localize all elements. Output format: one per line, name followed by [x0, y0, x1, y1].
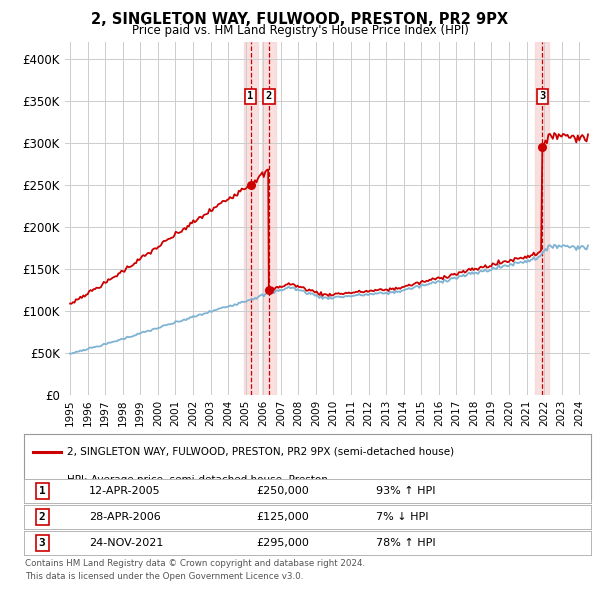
- Text: 2: 2: [39, 512, 46, 522]
- Text: 2: 2: [266, 91, 272, 101]
- Text: 2, SINGLETON WAY, FULWOOD, PRESTON, PR2 9PX: 2, SINGLETON WAY, FULWOOD, PRESTON, PR2 …: [91, 12, 509, 27]
- Text: £250,000: £250,000: [256, 486, 309, 496]
- Bar: [535, 42, 550, 395]
- Text: 3: 3: [539, 91, 545, 101]
- Text: 28-APR-2006: 28-APR-2006: [89, 512, 161, 522]
- Text: 1: 1: [247, 91, 254, 101]
- Text: £295,000: £295,000: [256, 538, 310, 548]
- Text: 3: 3: [39, 538, 46, 548]
- Text: This data is licensed under the Open Government Licence v3.0.: This data is licensed under the Open Gov…: [25, 572, 304, 581]
- Text: Price paid vs. HM Land Registry's House Price Index (HPI): Price paid vs. HM Land Registry's House …: [131, 24, 469, 37]
- Text: HPI: Average price, semi-detached house, Preston: HPI: Average price, semi-detached house,…: [67, 476, 328, 486]
- Text: 2, SINGLETON WAY, FULWOOD, PRESTON, PR2 9PX (semi-detached house): 2, SINGLETON WAY, FULWOOD, PRESTON, PR2 …: [67, 447, 454, 457]
- Text: Contains HM Land Registry data © Crown copyright and database right 2024.: Contains HM Land Registry data © Crown c…: [25, 559, 365, 568]
- Text: 1: 1: [39, 486, 46, 496]
- Text: 7% ↓ HPI: 7% ↓ HPI: [376, 512, 428, 522]
- Text: 12-APR-2005: 12-APR-2005: [89, 486, 161, 496]
- Text: 24-NOV-2021: 24-NOV-2021: [89, 538, 164, 548]
- Bar: [244, 42, 257, 395]
- Text: £125,000: £125,000: [256, 512, 309, 522]
- Text: 93% ↑ HPI: 93% ↑ HPI: [376, 486, 435, 496]
- Bar: [262, 42, 276, 395]
- Text: 78% ↑ HPI: 78% ↑ HPI: [376, 538, 435, 548]
